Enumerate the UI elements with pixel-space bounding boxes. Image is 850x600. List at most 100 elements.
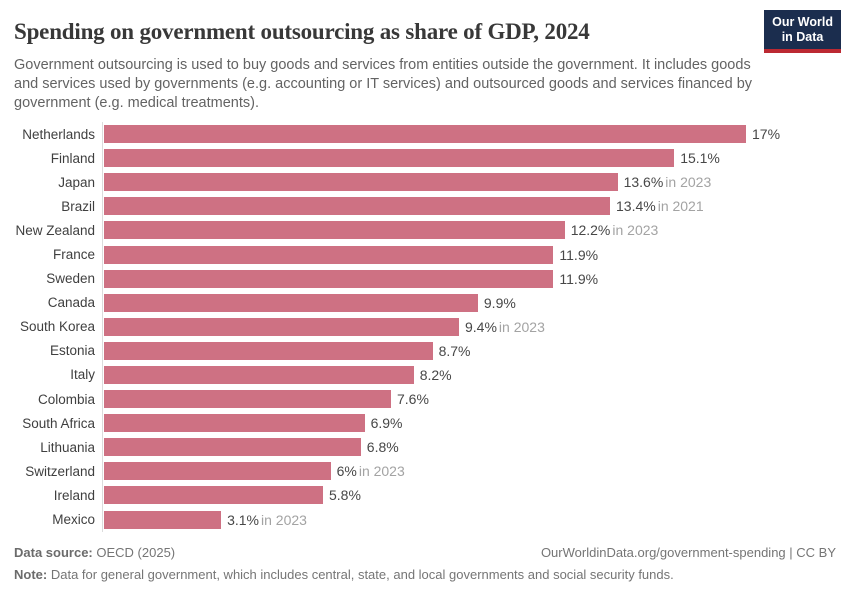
- bar[interactable]: [104, 197, 610, 216]
- country-label[interactable]: Lithuania: [40, 439, 95, 455]
- bar-area: 11.9%: [102, 242, 836, 267]
- value-text: 17%: [752, 126, 781, 143]
- value-text: 6.8%: [366, 439, 399, 456]
- data-source: Data source: OECD (2025): [14, 545, 175, 560]
- country-label[interactable]: Ireland: [53, 487, 95, 503]
- owid-logo[interactable]: Our World in Data: [764, 10, 841, 53]
- bar[interactable]: [104, 438, 361, 457]
- footer-note-label: Note:: [14, 566, 48, 582]
- value-label: 12.2% in 2023: [571, 222, 659, 238]
- value-text: 3.1%: [227, 511, 260, 528]
- value-text: 9.9%: [483, 294, 516, 311]
- chart-row: Mexico 3.1% in 2023: [14, 507, 836, 532]
- value-label: 7.6%: [397, 391, 429, 407]
- year-note: in 2021: [657, 198, 704, 215]
- country-label[interactable]: Estonia: [49, 343, 95, 359]
- bar[interactable]: [104, 462, 331, 481]
- owid-logo-line1: Our World: [772, 15, 833, 29]
- bar-rows: Netherlands 17% Finland 15.1% Japan 13.6% in 2…: [14, 122, 836, 532]
- chart-row: New Zealand 12.2% in 2023: [14, 218, 836, 243]
- country-label[interactable]: Colombia: [37, 391, 95, 407]
- bar[interactable]: [104, 390, 391, 409]
- value-text: 11.9%: [559, 270, 599, 287]
- country-label[interactable]: Switzerland: [25, 463, 95, 479]
- value-text: 8.7%: [438, 342, 471, 359]
- bar-area: 5.8%: [102, 483, 836, 508]
- value-text: 9.4%: [465, 318, 497, 335]
- bar-chart: Netherlands 17% Finland 15.1% Japan 13.6% in 2…: [14, 122, 836, 532]
- bar[interactable]: [104, 293, 478, 312]
- bar-area: 8.7%: [102, 338, 836, 363]
- bar-area: 7.6%: [102, 387, 836, 412]
- bar-area: 15.1%: [102, 146, 836, 171]
- bar-area: 12.2% in 2023: [102, 218, 836, 243]
- value-label: 13.4% in 2021: [616, 198, 704, 214]
- bar[interactable]: [104, 269, 554, 288]
- chart-row: Japan 13.6% in 2023: [14, 170, 836, 195]
- country-label[interactable]: Netherlands: [22, 126, 95, 142]
- owid-link[interactable]: OurWorldinData.org/government-spending |…: [540, 544, 836, 560]
- bar[interactable]: [104, 486, 323, 505]
- value-text: 8.2%: [419, 366, 452, 383]
- year-note: in 2023: [498, 318, 545, 335]
- country-label[interactable]: Brazil: [61, 198, 95, 214]
- chart-subtitle: Government outsourcing is used to buy go…: [14, 57, 753, 111]
- year-note: in 2023: [665, 174, 712, 191]
- value-text: 6%: [336, 463, 357, 480]
- year-note: in 2023: [261, 511, 307, 528]
- bar-area: 8.2%: [102, 362, 836, 388]
- bar[interactable]: [104, 510, 222, 529]
- year-note: in 2023: [358, 463, 405, 480]
- year-note: in 2023: [612, 222, 659, 239]
- value-text: 13.4%: [616, 198, 656, 215]
- value-text: 15.1%: [680, 150, 720, 167]
- country-label[interactable]: Canada: [47, 295, 95, 311]
- value-label: 9.9%: [484, 295, 516, 311]
- value-label: 6.8%: [367, 439, 399, 455]
- chart-row: Switzerland 6% in 2023: [14, 459, 836, 484]
- value-label: 15.1%: [680, 150, 720, 166]
- value-text: 7.6%: [397, 391, 429, 408]
- country-label[interactable]: Italy: [70, 367, 95, 383]
- bar-area: 11.9%: [102, 266, 836, 291]
- chart-row: Estonia 8.7%: [14, 338, 836, 363]
- bar-area: 9.4% in 2023: [102, 314, 836, 339]
- value-text: 13.6%: [623, 174, 664, 191]
- page-title: Spending on government outsourcing as sh…: [14, 19, 590, 44]
- bar[interactable]: [104, 414, 365, 433]
- value-label: 6% in 2023: [337, 463, 405, 479]
- chart-row: Brazil 13.4% in 2021: [14, 194, 836, 219]
- bar[interactable]: [104, 245, 554, 264]
- value-label: 3.1% in 2023: [227, 512, 307, 528]
- bar[interactable]: [104, 341, 433, 360]
- bar[interactable]: [104, 317, 459, 336]
- chart-row: South Africa 6.9%: [14, 411, 836, 436]
- country-label[interactable]: South Korea: [19, 319, 95, 335]
- country-label[interactable]: France: [52, 247, 95, 263]
- bar-area: 13.4% in 2021: [102, 194, 836, 219]
- bar[interactable]: [104, 365, 414, 384]
- bar[interactable]: [104, 149, 675, 168]
- country-label[interactable]: Finland: [50, 150, 95, 166]
- country-label[interactable]: New Zealand: [15, 222, 95, 238]
- value-label: 5.8%: [329, 487, 361, 503]
- value-label: 8.7%: [439, 343, 471, 359]
- chart-row: France 11.9%: [14, 242, 836, 267]
- country-label[interactable]: Sweden: [46, 271, 95, 287]
- bar[interactable]: [104, 173, 618, 192]
- value-label: 11.9%: [559, 271, 598, 287]
- bar-area: 6.8%: [102, 435, 836, 460]
- country-label[interactable]: Mexico: [52, 512, 95, 528]
- country-label[interactable]: South Africa: [22, 415, 95, 431]
- bar[interactable]: [104, 221, 565, 240]
- data-source-value: OECD (2025): [96, 544, 176, 560]
- country-label[interactable]: Japan: [58, 174, 95, 190]
- chart-row: Ireland 5.8%: [14, 483, 836, 508]
- chart-row: South Korea 9.4% in 2023: [14, 314, 836, 339]
- bar[interactable]: [104, 125, 746, 144]
- bar-area: 9.9%: [102, 290, 836, 315]
- value-label: 9.4% in 2023: [465, 319, 545, 335]
- value-text: 11.9%: [559, 246, 599, 263]
- value-label: 8.2%: [420, 367, 452, 383]
- value-text: 12.2%: [570, 222, 611, 239]
